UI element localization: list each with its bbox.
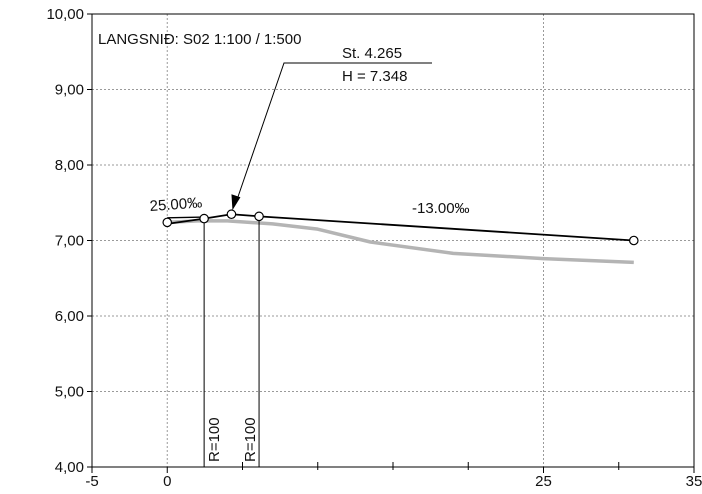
upper-profile-segment — [167, 216, 205, 219]
y-tick-label: 9,00 — [55, 82, 84, 99]
annotations: LANGSNIÐ: S02 1:100 / 1:500 St. 4.265 H … — [98, 31, 470, 462]
existing-ground-line — [167, 219, 634, 265]
x-tick-label: 35 — [686, 473, 702, 490]
x-tick-label: -5 — [85, 473, 98, 490]
axes: 4,00 5,00 6,00 7,00 8,00 9,00 10,00 -5 0 25 35 — [46, 6, 702, 490]
y-tick-label: 5,00 — [55, 384, 84, 401]
station-arrowhead — [231, 194, 241, 211]
station-leader-line — [234, 62, 432, 205]
vertex-point — [226, 209, 237, 220]
chart-title: LANGSNIÐ: S02 1:100 / 1:500 — [98, 31, 301, 48]
y-tick-label: 10,00 — [46, 6, 84, 23]
x-tick-label: 25 — [535, 473, 552, 490]
y-tick-label: 7,00 — [55, 233, 84, 250]
vertex-point — [628, 235, 639, 246]
y-tick-label: 4,00 — [55, 459, 84, 476]
design-profile-line — [167, 213, 634, 242]
station-label: St. 4.265 — [342, 45, 402, 62]
curve-radius-label-2: R=100 — [242, 417, 259, 462]
elevation-label: H = 7.348 — [342, 68, 407, 85]
right-slope-label: -13.00‰ — [412, 200, 470, 217]
series — [167, 213, 634, 265]
left-slope-label: 25.00‰ — [149, 194, 203, 215]
y-tick-label: 6,00 — [55, 308, 84, 325]
curve-radius-label-1: R=100 — [206, 417, 223, 462]
marks — [162, 209, 639, 467]
grid-lines — [92, 14, 694, 467]
x-tick-label: 0 — [163, 473, 171, 490]
vertex-point — [254, 211, 264, 222]
y-tick-label: 8,00 — [55, 157, 84, 174]
vertex-point — [199, 213, 209, 224]
vertex-point — [162, 217, 173, 228]
